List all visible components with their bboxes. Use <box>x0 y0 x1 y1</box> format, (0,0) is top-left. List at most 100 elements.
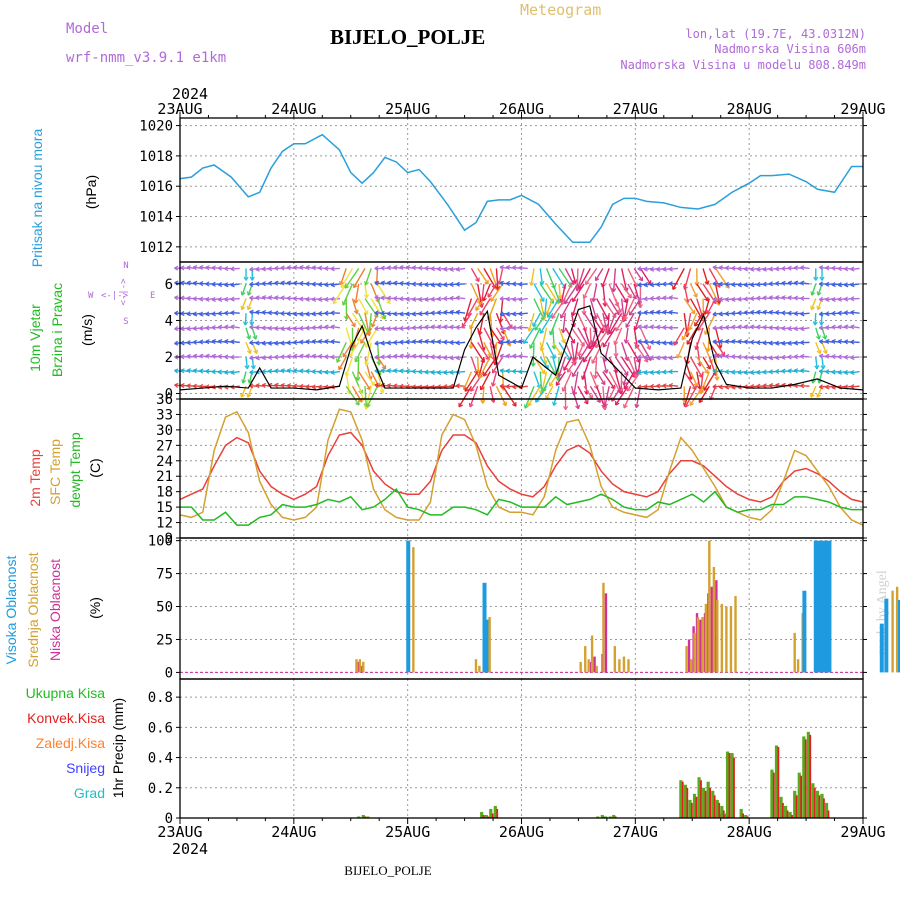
wind-arrowhead <box>697 328 702 331</box>
wind-arrowhead <box>443 372 448 376</box>
wind-arrowhead <box>205 266 210 271</box>
wind-arrowhead <box>743 268 749 272</box>
wind-arrowhead <box>768 283 773 287</box>
wind-arrow <box>562 313 567 333</box>
wind-arrow <box>370 298 385 320</box>
wind-arrowhead <box>844 372 849 375</box>
wind-arrowhead <box>718 266 723 271</box>
wind-arrowhead <box>247 394 252 398</box>
wind-arrow <box>481 386 485 404</box>
wind-arrowhead <box>305 327 310 331</box>
wind-arrowhead <box>609 331 614 335</box>
wind-arrowhead <box>374 356 379 360</box>
wind-arrowhead <box>455 326 460 330</box>
wind-arrowhead <box>482 399 486 404</box>
wind-arrowhead <box>193 328 198 332</box>
conv-rain-bar <box>364 816 367 818</box>
wind-arrowhead <box>639 304 643 309</box>
wind-arrow <box>552 356 560 380</box>
wind-arrowhead <box>261 343 267 346</box>
wind-arrow <box>495 385 507 407</box>
wind-arrowhead <box>769 268 774 272</box>
conv-rain-bar <box>482 814 485 818</box>
wind-arrowhead <box>299 370 304 374</box>
compass-e: E <box>150 291 155 301</box>
wind-arrowhead <box>831 313 836 317</box>
wind-arrowhead <box>818 340 823 345</box>
wind-arrowhead <box>668 296 673 301</box>
wind-arrow <box>637 356 642 374</box>
wind-arrowhead <box>299 298 304 302</box>
wind-arrow <box>330 283 341 286</box>
wind-arrow <box>348 341 360 357</box>
wind-arrow <box>699 371 710 395</box>
wind-arrowhead <box>230 356 235 360</box>
wind-arrowhead <box>280 328 285 332</box>
wind-arrowhead <box>737 356 742 360</box>
altitude-label: Nadmorska Visina 606m <box>714 42 866 56</box>
wind-arrowhead <box>305 340 310 345</box>
wind-arrowhead <box>837 340 842 345</box>
wind-arrowhead <box>505 282 510 287</box>
wind-arrowhead <box>831 299 836 302</box>
wind-arrowhead <box>370 375 373 380</box>
wind-arrowhead <box>540 330 545 334</box>
wind-arrowhead <box>563 338 566 344</box>
legend-frz-rain: Zaledj.Kisa <box>36 735 105 751</box>
wind-arrowhead <box>412 370 417 375</box>
wind-arrowhead <box>330 340 335 345</box>
wind-unit: (m/s) <box>79 314 95 346</box>
wind-arrowhead <box>380 267 385 271</box>
wind-arrowhead <box>844 312 848 316</box>
wind-arrowhead <box>512 327 517 331</box>
wind-arrowhead <box>324 284 329 288</box>
conv-rain-bar <box>746 816 749 818</box>
wind-arrowhead <box>737 340 742 345</box>
wind-arrowhead <box>737 268 742 272</box>
wind-arrowhead <box>293 266 297 271</box>
wind-arrowhead <box>211 299 217 302</box>
wind-arrowhead <box>540 347 545 352</box>
wind-arrowhead <box>217 371 223 375</box>
total-rain-bar <box>692 793 697 818</box>
wind-arrowhead <box>405 313 411 317</box>
wind-arrowhead <box>462 324 467 328</box>
wind-arrowhead <box>374 267 379 272</box>
wind-arrowhead <box>662 326 667 331</box>
wind-arrowhead <box>512 340 517 345</box>
wind-arrowhead <box>794 328 799 332</box>
wind-arrow <box>608 371 621 393</box>
wind-arrow <box>364 356 372 380</box>
wind-arrowhead <box>268 268 273 272</box>
wind-arrow <box>627 356 638 378</box>
wind-arrowhead <box>274 328 279 332</box>
x-tick-label-bottom: 29AUG <box>840 823 885 841</box>
wind-arrow <box>365 342 372 366</box>
wind-arrowhead <box>793 356 798 360</box>
wind-arrowhead <box>424 355 429 360</box>
wind-arrow <box>602 298 617 318</box>
wind-arrow <box>566 356 579 373</box>
wind-arrowhead <box>553 402 558 406</box>
wind-arrow <box>342 283 354 306</box>
wind-arrowhead <box>509 342 512 347</box>
wind-arrowhead <box>815 276 819 281</box>
wind-arrowhead <box>656 372 661 375</box>
mid-cloud-bar <box>474 659 478 673</box>
wind-arrowhead <box>837 299 843 302</box>
wind-arrowhead <box>643 298 648 302</box>
legend-hail: Grad <box>74 785 105 801</box>
wind-arrow <box>230 297 240 301</box>
wind-arrowhead <box>386 355 391 360</box>
wind-arrowhead <box>230 298 235 302</box>
wind-arrow <box>489 327 502 345</box>
wind-arrowhead <box>814 321 818 326</box>
y-tick-label: 30 <box>156 423 173 439</box>
wind-arrowhead <box>299 266 304 271</box>
wind-arrow <box>564 342 576 365</box>
wind-arrowhead <box>384 314 387 320</box>
wind-arrow <box>553 386 560 406</box>
wind-arrow <box>689 298 703 319</box>
wind-arrowhead <box>787 328 792 332</box>
wind-arrowhead <box>505 341 510 345</box>
